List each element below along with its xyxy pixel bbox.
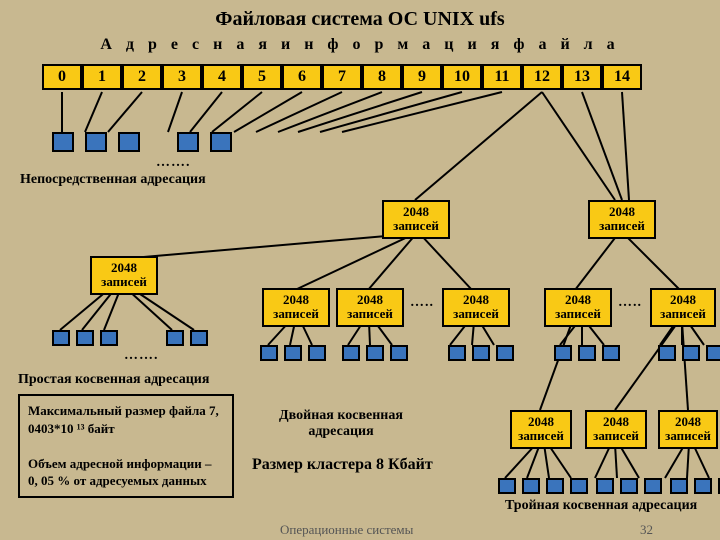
data-block bbox=[602, 345, 620, 361]
indirect-blocks bbox=[52, 330, 208, 346]
entry-2048: 2048 записей bbox=[336, 288, 404, 327]
info-box: Максимальный размер файла 7, 0403*10 ¹³ … bbox=[18, 394, 234, 498]
footer-right: 32 bbox=[640, 522, 653, 538]
label-direct: Непосредственная адресация bbox=[20, 172, 206, 188]
page-title: Файловая система ОС UNIX ufs bbox=[0, 8, 720, 31]
label-double: Двойная косвенная адресация bbox=[256, 408, 426, 440]
data-block bbox=[498, 478, 516, 494]
data-block bbox=[210, 132, 232, 152]
data-block bbox=[366, 345, 384, 361]
data-block bbox=[496, 345, 514, 361]
dots: ……. bbox=[156, 155, 191, 171]
data-block bbox=[682, 345, 700, 361]
data-block bbox=[658, 345, 676, 361]
address-row: 0 1 2 3 4 5 6 7 8 9 10 11 12 13 14 bbox=[42, 64, 642, 90]
data-block bbox=[694, 478, 712, 494]
entry-2048: 2048 записей bbox=[262, 288, 330, 327]
cell-12: 12 bbox=[522, 64, 562, 90]
data-block bbox=[644, 478, 662, 494]
data-block bbox=[166, 330, 184, 346]
cell-10: 10 bbox=[442, 64, 482, 90]
data-block bbox=[190, 330, 208, 346]
cell-1: 1 bbox=[82, 64, 122, 90]
data-block bbox=[260, 345, 278, 361]
triple-blocks bbox=[498, 478, 720, 494]
cell-4: 4 bbox=[202, 64, 242, 90]
cell-5: 5 bbox=[242, 64, 282, 90]
cell-3: 3 bbox=[162, 64, 202, 90]
entry-2048: 2048 записей bbox=[382, 200, 450, 239]
label-triple: Тройная косвенная адресация bbox=[505, 498, 697, 514]
data-block bbox=[52, 132, 74, 152]
data-block bbox=[670, 478, 688, 494]
direct-blocks bbox=[52, 132, 232, 152]
data-block bbox=[620, 478, 638, 494]
data-block bbox=[522, 478, 540, 494]
data-block bbox=[472, 345, 490, 361]
cell-0: 0 bbox=[42, 64, 82, 90]
entry-2048: 2048 записей bbox=[442, 288, 510, 327]
data-block bbox=[546, 478, 564, 494]
dots-s: ….. bbox=[410, 295, 434, 311]
data-block bbox=[118, 132, 140, 152]
cell-9: 9 bbox=[402, 64, 442, 90]
data-block bbox=[100, 330, 118, 346]
cell-6: 6 bbox=[282, 64, 322, 90]
data-block bbox=[448, 345, 466, 361]
cell-8: 8 bbox=[362, 64, 402, 90]
cell-11: 11 bbox=[482, 64, 522, 90]
data-block bbox=[342, 345, 360, 361]
data-block bbox=[177, 132, 199, 152]
data-block bbox=[52, 330, 70, 346]
cell-13: 13 bbox=[562, 64, 602, 90]
entry-2048: 2048 записей bbox=[585, 410, 647, 449]
entry-2048: 2048 записей bbox=[544, 288, 612, 327]
label-cluster: Размер кластера 8 Кбайт bbox=[252, 456, 433, 474]
dots-s: ….. bbox=[618, 295, 642, 311]
cell-2: 2 bbox=[122, 64, 162, 90]
label-simple: Простая косвенная адресация bbox=[18, 372, 209, 388]
data-block bbox=[76, 330, 94, 346]
entry-2048: 2048 записей bbox=[510, 410, 572, 449]
data-block bbox=[706, 345, 720, 361]
entry-2048: 2048 записей bbox=[650, 288, 716, 327]
data-block bbox=[596, 478, 614, 494]
entry-2048: 2048 записей bbox=[90, 256, 158, 295]
mid-blocks bbox=[260, 345, 720, 361]
subtitle: А д р е с н а я и н ф о р м а ц и я ф а … bbox=[0, 36, 720, 54]
dots: ……. bbox=[124, 348, 159, 364]
data-block bbox=[390, 345, 408, 361]
cell-14: 14 bbox=[602, 64, 642, 90]
data-block bbox=[308, 345, 326, 361]
data-block bbox=[554, 345, 572, 361]
data-block bbox=[578, 345, 596, 361]
data-block bbox=[284, 345, 302, 361]
data-block bbox=[85, 132, 107, 152]
data-block bbox=[570, 478, 588, 494]
entry-2048: 2048 записей bbox=[588, 200, 656, 239]
cell-7: 7 bbox=[322, 64, 362, 90]
footer-left: Операционные системы bbox=[280, 522, 413, 538]
entry-2048: 2048 записей bbox=[658, 410, 718, 449]
